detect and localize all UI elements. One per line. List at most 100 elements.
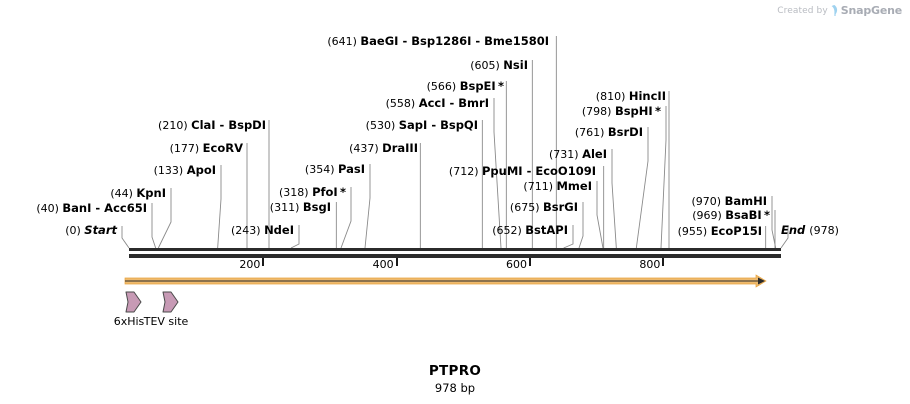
restriction-site-label[interactable]: (210) ClaI - BspDI <box>158 119 266 132</box>
feature-arrow[interactable] <box>124 290 143 316</box>
restriction-site-label[interactable]: (40) BanI - Acc65I <box>36 202 147 215</box>
site-enzyme-name: BamHI <box>724 194 767 208</box>
site-name-separator: - <box>522 164 536 178</box>
site-position: (711) <box>523 180 557 193</box>
restriction-site-label[interactable]: (311) BsgI <box>270 201 331 214</box>
restriction-site-label[interactable]: (566) BspEI * <box>427 80 504 93</box>
site-name-separator: - <box>91 201 105 215</box>
site-position: (969) <box>692 209 726 222</box>
restriction-site-label[interactable]: (675) BsrGI <box>510 201 578 214</box>
restriction-site-label[interactable]: (969) BsaBI * <box>692 209 770 222</box>
site-leader-line <box>596 181 604 249</box>
feature-arrow[interactable] <box>161 290 180 316</box>
ruler-tick <box>262 258 265 266</box>
site-leader-line <box>660 106 667 249</box>
restriction-site-label[interactable]: (970) BamHI <box>692 195 768 208</box>
restriction-site-label[interactable]: (652) BstAPI <box>492 224 568 237</box>
site-leader-line <box>217 165 222 249</box>
restriction-site-label[interactable]: (558) AccI - BmrI <box>386 97 489 110</box>
site-enzyme-name: EcoP15I <box>710 224 762 238</box>
site-enzyme-name: AleI <box>582 147 607 161</box>
restriction-site-label[interactable]: (605) NsiI <box>470 59 528 72</box>
site-enzyme-name: PfoI * <box>312 185 346 199</box>
site-position: (177) <box>169 142 203 155</box>
site-position: (798) <box>581 105 615 118</box>
site-leader-line <box>578 202 584 249</box>
site-leader-line <box>771 196 777 249</box>
ruler-tick <box>395 258 398 266</box>
restriction-site-label[interactable]: (44) KpnI <box>110 187 166 200</box>
restriction-site-label[interactable]: (731) AleI <box>549 148 607 161</box>
restriction-site-label[interactable]: (354) PasI <box>305 163 365 176</box>
site-enzyme-name: ApoI <box>186 163 216 177</box>
site-enzyme-name: PasI <box>337 162 365 176</box>
site-position: (437) <box>349 142 383 155</box>
ruler-tick-label: 800 <box>639 258 661 271</box>
site-enzyme-name: BsrGI <box>543 200 578 214</box>
endpoint-name: End <box>781 223 810 237</box>
restriction-site-label[interactable]: (798) BspHI * <box>582 105 661 118</box>
site-position: (530) <box>365 119 399 132</box>
restriction-site-label[interactable]: (437) DraIII <box>349 142 418 155</box>
site-name-separator: - <box>398 34 412 48</box>
ruler-tick <box>529 258 531 266</box>
site-position: (354) <box>304 163 338 176</box>
watermark-brand: SnapGene <box>840 4 902 17</box>
site-position: (641) <box>327 35 361 48</box>
endpoint-position: (0) <box>65 224 85 237</box>
site-leader-line <box>364 164 371 249</box>
site-position: (558) <box>385 97 419 110</box>
site-enzyme-name: BsrDI <box>607 125 643 139</box>
site-leader-line <box>611 149 617 249</box>
restriction-site-label[interactable]: (177) EcoRV <box>170 142 243 155</box>
site-position: (731) <box>549 148 583 161</box>
restriction-site-label[interactable]: (641) BaeGI - Bsp1286I - Bme1580I <box>327 35 549 48</box>
site-name-separator: - <box>215 118 229 132</box>
site-enzyme-name: KpnI <box>136 186 166 200</box>
site-name-separator: - <box>427 118 441 132</box>
end-label[interactable]: End (978) <box>781 224 839 237</box>
site-position: (712) <box>448 165 482 178</box>
site-leader-line <box>151 203 157 249</box>
site-position: (210) <box>158 119 192 132</box>
site-enzyme-name: Bme1580I <box>484 34 549 48</box>
snapgene-leaf-icon <box>831 5 838 16</box>
site-position: (133) <box>153 164 187 177</box>
endpoint-name: Start <box>84 223 117 237</box>
site-position: (652) <box>492 224 526 237</box>
restriction-site-label[interactable]: (243) NdeI <box>231 224 294 237</box>
restriction-site-label[interactable]: (810) HincII <box>596 90 666 103</box>
site-enzyme-name: BsaBI * <box>725 208 770 222</box>
page-title: PTPRO <box>428 363 482 379</box>
feature-label: TEV site <box>143 315 189 328</box>
sequence-length: 978 bp <box>434 381 476 395</box>
feature-label: 6xHis <box>113 315 145 328</box>
site-enzyme-name: EcoRV <box>202 141 243 155</box>
ruler-tick-label: 400 <box>372 258 394 271</box>
start-label[interactable]: (0) Start <box>65 224 117 237</box>
site-enzyme-name: BsgI <box>302 200 331 214</box>
restriction-site-label[interactable]: (530) SapI - BspQI <box>366 119 478 132</box>
restriction-site-label[interactable]: (133) ApoI <box>154 164 216 177</box>
site-enzyme-name: Acc65I <box>104 201 147 215</box>
watermark-prefix: Created by <box>777 5 828 16</box>
restriction-site-label[interactable]: (712) PpuMI - EcoO109I <box>449 165 596 178</box>
site-enzyme-name: SapI <box>398 118 428 132</box>
site-enzyme-name: BanI <box>62 201 92 215</box>
site-position: (675) <box>509 201 543 214</box>
site-position: (955) <box>677 225 711 238</box>
site-position: (761) <box>574 126 608 139</box>
restriction-site-label[interactable]: (955) EcoP15I <box>678 225 762 238</box>
site-enzyme-name: BspDI <box>228 118 266 132</box>
restriction-site-label[interactable]: (711) MmeI <box>523 180 592 193</box>
site-position: (970) <box>691 195 725 208</box>
endpoint-position: (978) <box>809 224 839 237</box>
site-position: (605) <box>470 59 504 72</box>
sequence-backbone-bottom <box>129 254 781 258</box>
ruler-tick-label: 200 <box>239 258 261 271</box>
restriction-site-label[interactable]: (761) BsrDI <box>575 126 643 139</box>
site-enzyme-name: HincII <box>628 89 666 103</box>
restriction-site-label[interactable]: (318) PfoI * <box>279 186 346 199</box>
site-enzyme-name: EcoO109I <box>535 164 596 178</box>
